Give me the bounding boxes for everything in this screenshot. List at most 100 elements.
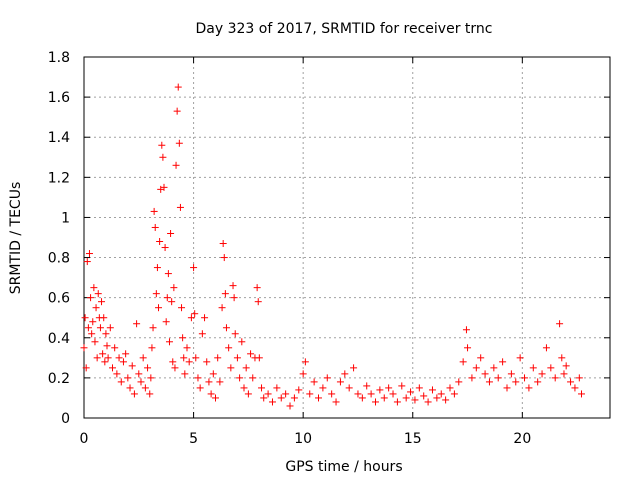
data-point (398, 382, 406, 390)
data-point (264, 390, 272, 398)
data-point (155, 304, 163, 312)
data-point (135, 370, 143, 378)
y-tick-label: 0.6 (48, 291, 70, 307)
data-point (336, 378, 344, 386)
data-point (91, 338, 99, 346)
data-point (115, 354, 123, 362)
data-point (180, 354, 188, 362)
data-point (139, 354, 147, 362)
data-point (94, 290, 102, 298)
data-point (113, 370, 121, 378)
data-point (144, 364, 152, 372)
data-point (385, 384, 393, 392)
data-point (437, 390, 445, 398)
data-point (176, 203, 184, 211)
x-tick-label: 10 (294, 431, 312, 447)
data-point (299, 370, 307, 378)
data-point (87, 294, 95, 302)
data-points (80, 83, 586, 410)
data-point (156, 238, 164, 246)
data-point (525, 384, 533, 392)
data-point (468, 374, 476, 382)
data-point (153, 264, 161, 272)
data-point (194, 374, 202, 382)
data-point (393, 398, 401, 406)
data-point (175, 139, 183, 147)
data-point (164, 270, 172, 278)
data-point (424, 398, 432, 406)
data-point (106, 324, 114, 332)
data-point (84, 324, 92, 332)
data-point (420, 392, 428, 400)
x-tick-label: 0 (80, 431, 89, 447)
data-point (376, 386, 384, 394)
data-point (172, 161, 180, 169)
data-point (521, 374, 529, 382)
data-point (464, 344, 472, 352)
data-point (227, 364, 235, 372)
data-point (179, 334, 187, 342)
data-point (165, 338, 173, 346)
data-point (558, 354, 566, 362)
y-tick-label: 1.2 (48, 170, 70, 186)
data-point (128, 362, 136, 370)
data-point (183, 344, 191, 352)
data-point (499, 358, 507, 366)
data-point (254, 298, 262, 306)
data-point (111, 344, 119, 352)
data-point (104, 354, 112, 362)
data-point (151, 223, 159, 231)
data-point (446, 384, 454, 392)
data-point (205, 378, 213, 386)
data-point (89, 318, 97, 326)
data-point (236, 374, 244, 382)
data-point (82, 364, 90, 372)
data-point (481, 370, 489, 378)
y-tick-label: 0.8 (48, 251, 70, 267)
data-point (99, 350, 107, 358)
data-point (253, 284, 261, 292)
x-tick-label: 15 (404, 431, 422, 447)
data-point (389, 390, 397, 398)
data-point (415, 384, 423, 392)
plot-frame (83, 56, 611, 419)
data-point (516, 354, 524, 362)
data-point (174, 83, 182, 91)
data-point (207, 390, 215, 398)
data-point (534, 378, 542, 386)
data-point (551, 374, 559, 382)
data-point (233, 354, 241, 362)
y-tick-label: 1 (61, 210, 70, 226)
data-point (273, 384, 281, 392)
data-point (477, 354, 485, 362)
y-tick-label: 0.4 (48, 331, 70, 347)
data-point (198, 330, 206, 338)
data-point (575, 374, 583, 382)
data-point (187, 314, 195, 322)
data-point (147, 374, 155, 382)
data-point (459, 358, 467, 366)
data-point (249, 374, 257, 382)
axis-ticks (83, 56, 610, 419)
data-point (238, 338, 246, 346)
data-point (80, 344, 88, 352)
data-point (178, 304, 186, 312)
data-point (567, 378, 575, 386)
data-point (255, 354, 263, 362)
data-point (169, 358, 177, 366)
data-point (212, 394, 219, 402)
x-tick-label: 5 (189, 431, 198, 447)
data-point (542, 344, 550, 352)
data-point (163, 294, 171, 302)
data-point (472, 364, 480, 372)
data-point (407, 388, 415, 396)
data-point (100, 314, 108, 322)
data-point (571, 384, 579, 392)
data-point (455, 378, 463, 386)
y-tick-label: 1.6 (48, 90, 70, 106)
data-point (119, 358, 127, 366)
y-tick-label: 0 (61, 411, 70, 427)
data-point (181, 370, 189, 378)
chart-title: Day 323 of 2017, SRMTID for receiver trn… (196, 21, 493, 37)
data-point (130, 390, 138, 398)
